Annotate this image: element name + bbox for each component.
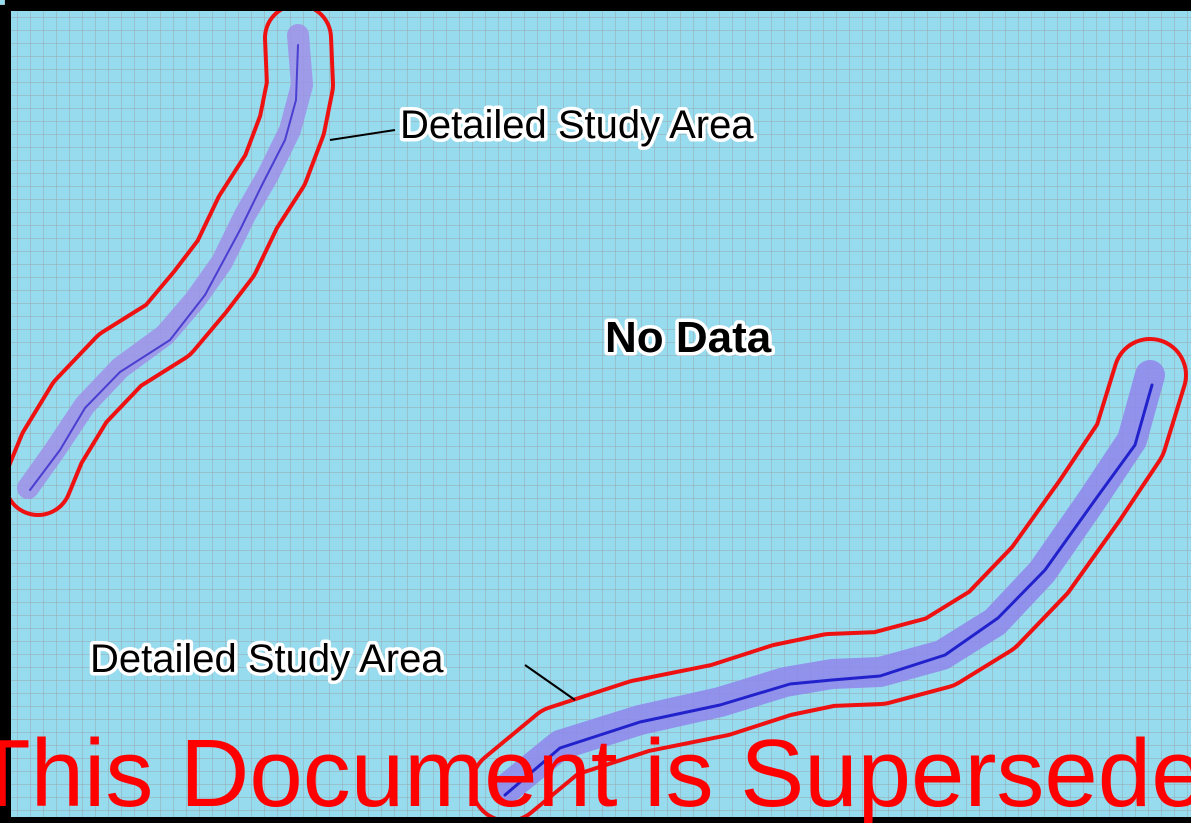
no-data-label: No Data	[605, 313, 772, 362]
leader-line	[329, 129, 396, 141]
watermark: This Document is Superseded	[0, 720, 1191, 823]
upper-study-area	[3, 3, 335, 517]
area-label: Detailed Study Area	[400, 103, 754, 147]
area-label: Detailed Study Area	[90, 637, 444, 681]
leader-line	[524, 664, 576, 701]
lower-study-area	[470, 337, 1188, 823]
